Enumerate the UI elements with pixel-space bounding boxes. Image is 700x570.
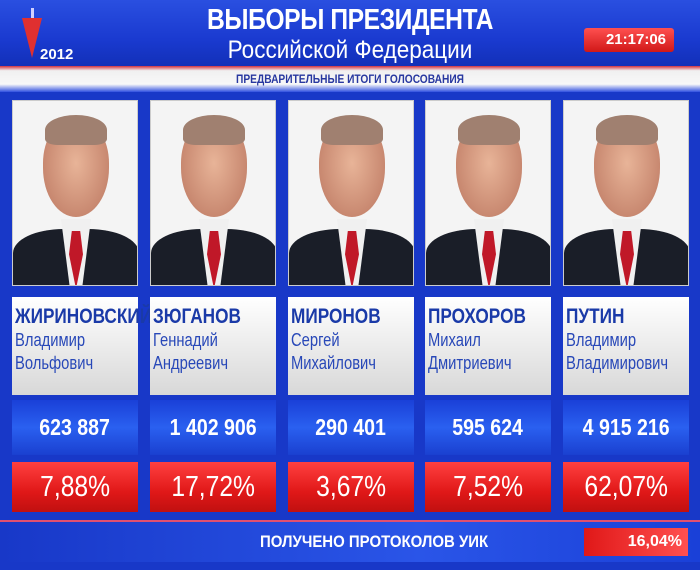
candidate-patronymic: Дмитриевич [428, 353, 512, 373]
footer-bar: ПОЛУЧЕНО ПРОТОКОЛОВ УИК 16,04% [0, 520, 700, 562]
candidate-last-name: МИРОНОВ [291, 305, 381, 328]
candidate-patronymic: Владимирович [566, 353, 669, 373]
candidate-name-panel: ЗЮГАНОВ Геннадий Андреевич [150, 297, 276, 395]
candidate-last-name: ПУТИН [566, 305, 625, 328]
candidate-name-panel: МИРОНОВ Сергей Михайлович [288, 297, 414, 395]
votes-value: 4 915 216 [582, 414, 670, 440]
candidate-percent: 62,07% [563, 462, 689, 512]
votes-value: 623 887 [39, 414, 111, 440]
percent-value: 7,52% [453, 471, 523, 503]
candidate-first-name: Михаил [428, 330, 481, 350]
candidate-votes: 1 402 906 [150, 400, 276, 455]
candidate-percent: 7,52% [425, 462, 551, 512]
candidate-votes: 595 624 [425, 400, 551, 455]
candidate-photo [150, 100, 276, 286]
protocols-value: 16,04% [584, 528, 688, 556]
candidate-patronymic: Вольфович [15, 353, 94, 373]
percent-value: 17,72% [171, 471, 255, 503]
election-logo: 2012 [18, 8, 98, 63]
percent-value: 3,67% [316, 471, 386, 503]
votes-value: 595 624 [452, 414, 524, 440]
candidate-patronymic: Михайлович [291, 353, 376, 373]
candidate-photo [425, 100, 551, 286]
logo-year: 2012 [40, 46, 74, 63]
candidate-first-name: Геннадий [153, 330, 218, 350]
candidate-votes: 623 887 [12, 400, 138, 455]
candidate-first-name: Владимир [566, 330, 637, 350]
candidate-last-name: ПРОХОРОВ [428, 305, 526, 328]
candidate-patronymic: Андреевич [153, 353, 229, 373]
percent-value: 62,07% [584, 471, 668, 503]
banner-text: ПРЕДВАРИТЕЛЬНЫЕ ИТОГИ ГОЛОСОВАНИЯ [236, 72, 464, 86]
percent-value: 7,88% [40, 471, 110, 503]
candidate-name-panel: ПУТИН Владимир Владимирович [563, 297, 689, 395]
results-banner: ПРЕДВАРИТЕЛЬНЫЕ ИТОГИ ГОЛОСОВАНИЯ [0, 66, 700, 92]
subtitle: Российской Федерации [227, 36, 473, 64]
header: 2012 ВЫБОРЫ ПРЕЗИДЕНТА Российской Федера… [0, 0, 700, 66]
candidate-photo [12, 100, 138, 286]
candidate-name-panel: ЖИРИНОВСКИЙ Владимир Вольфович [12, 297, 153, 395]
votes-value: 290 401 [315, 414, 387, 440]
candidate-last-name: ЖИРИНОВСКИЙ [15, 305, 153, 328]
candidate-first-name: Владимир [15, 330, 86, 350]
clock: 21:17:06 [584, 28, 674, 52]
votes-value: 1 402 906 [169, 414, 257, 440]
title: ВЫБОРЫ ПРЕЗИДЕНТА [207, 4, 493, 36]
candidate-votes: 290 401 [288, 400, 414, 455]
protocols-label: ПОЛУЧЕНО ПРОТОКОЛОВ УИК [260, 532, 489, 551]
candidate-first-name: Сергей [291, 330, 340, 350]
candidate-percent: 7,88% [12, 462, 138, 512]
candidate-photo [563, 100, 689, 286]
candidate-photo [288, 100, 414, 286]
candidate-percent: 3,67% [288, 462, 414, 512]
candidate-percent: 17,72% [150, 462, 276, 512]
candidate-last-name: ЗЮГАНОВ [153, 305, 241, 328]
candidate-votes: 4 915 216 [563, 400, 689, 455]
candidate-name-panel: ПРОХОРОВ Михаил Дмитриевич [425, 297, 551, 395]
